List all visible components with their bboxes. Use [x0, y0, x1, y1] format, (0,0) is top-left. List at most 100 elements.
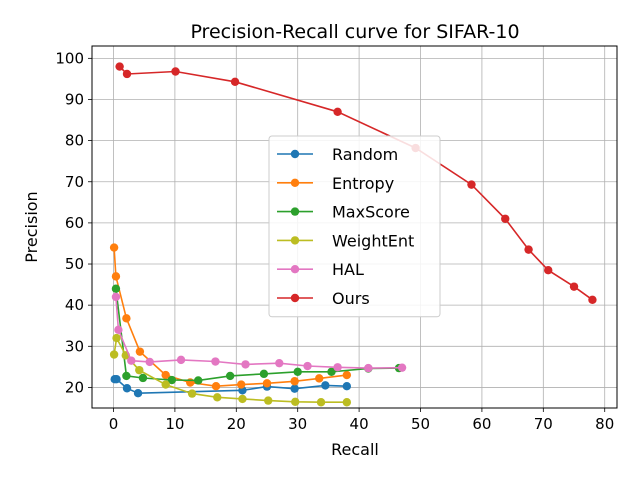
data-point-weightent [342, 398, 352, 407]
data-point-weightent [187, 389, 197, 398]
data-point-maxscore [259, 369, 269, 379]
data-point-maxscore [167, 375, 177, 385]
data-point-random [133, 388, 143, 398]
data-point-entropy [111, 272, 121, 281]
legend-label: Entropy [332, 174, 394, 193]
data-point-hal [303, 361, 312, 371]
data-point-maxscore [111, 284, 121, 293]
data-point-entropy [262, 379, 272, 388]
x-tick-label: 30 [288, 415, 307, 433]
series-line-hal [115, 296, 403, 369]
data-point-entropy [211, 381, 221, 391]
y-tick-label: 90 [65, 90, 84, 108]
data-point-random [112, 375, 121, 384]
series-entropy [109, 243, 352, 391]
data-point-weightent [161, 380, 170, 389]
axis-ticks: 0 10 20 30 40 50 60 70 80 20 30 40 50 60 70 80 90 100 [55, 49, 614, 433]
data-point-ours [333, 107, 342, 117]
data-point-weightent [291, 397, 300, 407]
data-point-ours [467, 180, 476, 189]
legend-label: HAL [332, 260, 364, 279]
legend-marker [290, 178, 300, 187]
data-point-hal [145, 357, 154, 367]
data-point-hal [333, 363, 342, 372]
legend-label: Ours [332, 289, 370, 308]
legend-entry-weightent: WeightEnt [277, 231, 414, 250]
x-tick-label: 70 [534, 415, 553, 433]
legend-entry-maxscore: MaxScore [277, 203, 410, 222]
data-point-hal [111, 292, 121, 302]
y-tick-label: 100 [55, 49, 84, 67]
x-tick-label: 80 [595, 415, 614, 433]
x-axis-label: Recall [331, 440, 379, 459]
data-point-hal [275, 358, 284, 368]
data-point-entropy [161, 370, 170, 380]
chart-title: Precision-Recall curve for SIFAR-10 [190, 21, 519, 43]
series-line-ours [119, 66, 593, 301]
legend-marker [290, 149, 300, 159]
data-point-hal [127, 356, 136, 365]
data-point-entropy [237, 380, 246, 389]
legend-marker [290, 236, 300, 245]
data-point-ours [122, 69, 132, 79]
legend: Random Entropy MaxScore WeightEnt HAL Ours [268, 135, 441, 318]
data-point-entropy [290, 377, 299, 386]
data-point-weightent [264, 396, 273, 405]
y-tick-label: 80 [65, 132, 84, 150]
y-tick-label: 50 [65, 255, 84, 273]
data-point-ours [501, 214, 510, 223]
data-point-random [122, 384, 132, 393]
data-point-entropy [342, 370, 352, 380]
legend-label: MaxScore [332, 203, 410, 222]
x-tick-label: 60 [472, 415, 491, 433]
series-ours [115, 62, 597, 305]
x-tick-label: 10 [165, 415, 184, 433]
data-point-entropy [314, 374, 324, 383]
data-point-random [321, 381, 330, 390]
data-point-weightent [316, 398, 326, 407]
data-point-weightent [135, 365, 144, 375]
data-point-hal [176, 355, 186, 365]
data-point-maxscore [225, 371, 235, 381]
plot-series [109, 62, 597, 407]
data-point-ours [544, 265, 553, 275]
data-point-hal [211, 357, 220, 366]
legend-box [268, 135, 441, 318]
data-point-hal [241, 360, 250, 369]
legend-marker [290, 265, 300, 274]
x-tick-label: 0 [109, 415, 119, 433]
legend-entry-hal: HAL [277, 260, 364, 279]
data-point-hal [364, 363, 373, 373]
data-point-ours [524, 245, 533, 254]
series-line-random [114, 378, 347, 395]
data-point-maxscore [122, 371, 131, 381]
data-point-random [342, 381, 352, 391]
y-axis-label: Precision [22, 191, 41, 262]
data-point-ours [588, 295, 597, 305]
legend-entry-ours: Ours [277, 289, 370, 308]
y-tick-label: 60 [65, 214, 84, 232]
legend-marker [290, 207, 300, 216]
data-point-hal [397, 363, 407, 372]
legend-label: Random [332, 145, 398, 164]
data-point-weightent [112, 333, 121, 343]
data-point-weightent [238, 394, 247, 404]
data-point-hal [114, 325, 123, 335]
legend-entry-entropy: Entropy [277, 174, 394, 193]
y-tick-label: 30 [65, 337, 84, 355]
data-point-ours [569, 282, 579, 291]
legend-label: WeightEnt [332, 231, 414, 250]
x-tick-label: 40 [350, 415, 369, 433]
data-point-entropy [109, 243, 119, 252]
data-point-ours [115, 62, 124, 71]
y-tick-label: 20 [65, 378, 84, 396]
legend-marker [290, 293, 300, 303]
data-point-maxscore [293, 367, 302, 376]
y-tick-label: 40 [65, 296, 84, 314]
plot-frame [91, 45, 618, 409]
y-tick-label: 70 [65, 173, 84, 191]
data-point-ours [171, 67, 180, 76]
data-point-maxscore [194, 376, 203, 385]
data-point-weightent [109, 350, 119, 359]
